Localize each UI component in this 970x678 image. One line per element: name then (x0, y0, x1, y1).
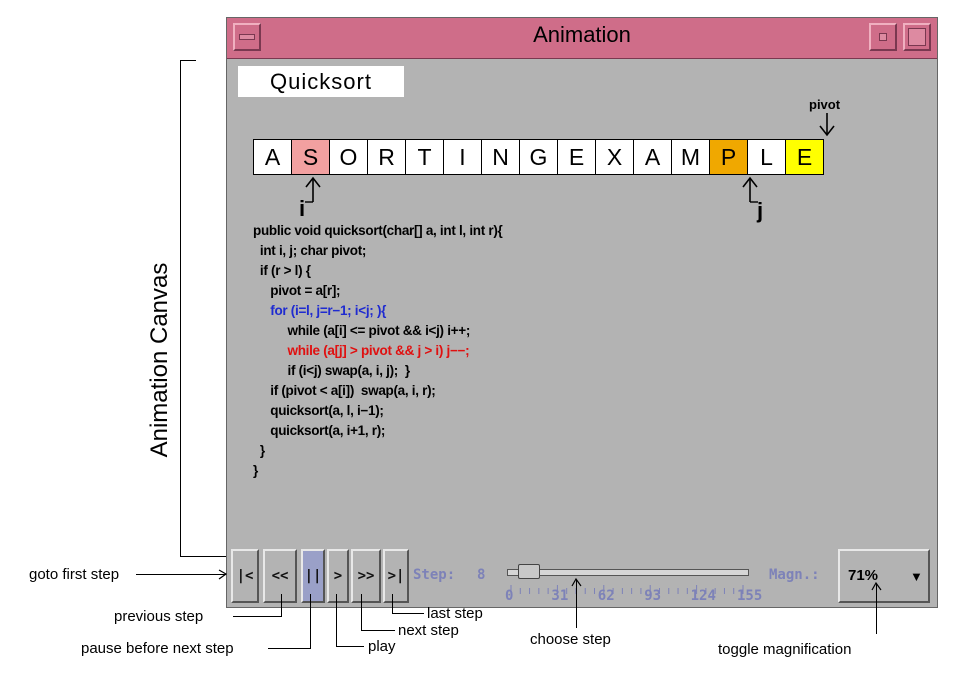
annotation-first-line (136, 574, 226, 575)
arrow-up-icon (871, 582, 882, 591)
annotation-play-line (336, 646, 364, 647)
annotation-last-line (392, 613, 424, 614)
annotation-magnification: toggle magnification (718, 641, 852, 658)
control-panel: |< << || > >> >| Step: 8 0 31 62 93 124 155 M… (231, 549, 931, 604)
step-label: Step: (413, 567, 456, 583)
array-cell-pivot: E (785, 139, 824, 175)
algorithm-label: Quicksort (238, 66, 404, 97)
arrow-right-icon (218, 569, 228, 580)
pause-button[interactable]: || (301, 549, 325, 603)
magnification-dropdown[interactable]: 71% ▼ (838, 549, 930, 603)
window-title: Animation (533, 22, 631, 47)
animation-window: Animation Quicksort A S O R T I N G E X … (226, 17, 938, 608)
annotation-choose-riser (576, 580, 577, 628)
annotation-magn-riser (876, 584, 877, 634)
annotation-last-step: last step (427, 605, 483, 622)
slider-tick-label: 124 (690, 588, 716, 604)
array-view: A S O R T I N G E X A M P L E (253, 139, 824, 175)
play-button[interactable]: > (327, 549, 349, 603)
slider-track[interactable] (507, 569, 749, 576)
annotation-choose-step: choose step (530, 631, 611, 648)
array-cell: N (481, 139, 520, 175)
array-cell-i: S (291, 139, 330, 175)
previous-step-button[interactable]: << (263, 549, 297, 603)
code-line: if (pivot < a[i]) swap(a, i, r); (253, 383, 436, 398)
slider-tick-label: 0 (505, 588, 514, 604)
i-pointer-label: i (299, 196, 306, 221)
code-line: if (r > l) { (253, 263, 311, 278)
annotation-play: play (368, 638, 396, 655)
menu-bar-icon (239, 34, 255, 40)
slider-ticks (510, 585, 744, 594)
canvas-bracket-top (180, 60, 196, 61)
annotation-next-line (361, 630, 395, 631)
slider-thumb[interactable] (518, 564, 541, 579)
pivot-arrow-icon (819, 113, 835, 137)
array-cell: M (671, 139, 710, 175)
minimize-icon (879, 33, 887, 41)
animation-canvas-label: Animation Canvas (146, 262, 173, 458)
code-line: quicksort(a, i+1, r); (253, 423, 386, 438)
annotation-next-step: next step (398, 622, 459, 639)
code-line: while (a[i] <= pivot && i<j) i++; (253, 323, 471, 338)
annotation-prev-riser (281, 594, 282, 617)
array-cell: O (329, 139, 368, 175)
slider-tick-label: 31 (551, 588, 569, 604)
slider-tick-label: 155 (737, 588, 763, 604)
annotation-pause-riser (310, 594, 311, 649)
magnification-value: 71% (848, 567, 879, 584)
annotation-first-step: goto first step (29, 566, 120, 583)
title-bar[interactable]: Animation (227, 18, 937, 59)
array-cell: G (519, 139, 558, 175)
code-listing: public void quicksort(char[] a, int l, i… (253, 221, 503, 481)
code-line: } (253, 463, 258, 478)
code-line: pivot = a[r]; (253, 283, 341, 298)
code-line: quicksort(a, l, i−1); (253, 403, 384, 418)
array-cell-j: P (709, 139, 748, 175)
array-cell: R (367, 139, 406, 175)
array-cell: A (253, 139, 292, 175)
magnification-label: Magn.: (769, 567, 820, 583)
step-value: 8 (477, 567, 486, 583)
annotation-previous-step: previous step (114, 608, 204, 625)
arrow-up-icon (571, 578, 582, 587)
pivot-label: pivot (809, 97, 841, 112)
array-cell: E (557, 139, 596, 175)
slider-tick-label: 93 (644, 588, 662, 604)
j-pointer-arrow-icon (742, 176, 758, 203)
code-line: public void quicksort(char[] a, int l, i… (253, 223, 503, 238)
next-step-button[interactable]: >> (351, 549, 381, 603)
maximize-icon (908, 28, 926, 46)
canvas-bracket-bottom (180, 556, 226, 557)
annotation-pause: pause before next step (81, 640, 234, 657)
annotation-pause-line (268, 648, 310, 649)
array-cell: I (443, 139, 482, 175)
j-pointer-label: j (757, 198, 764, 223)
code-line: while (a[j] > pivot && j > i) j−−; (253, 343, 470, 358)
code-line: for (i=l, j=r−1; i<j; ){ (253, 303, 387, 318)
maximize-button[interactable] (903, 23, 931, 51)
i-pointer-arrow-icon (305, 176, 321, 203)
annotation-next-riser (361, 594, 362, 631)
code-line: } (253, 443, 265, 458)
chevron-down-icon: ▼ (910, 569, 923, 584)
array-cell: L (747, 139, 786, 175)
annotation-prev-line (233, 616, 281, 617)
annotation-last-riser (392, 594, 393, 614)
slider-tick-label: 62 (597, 588, 615, 604)
first-step-button[interactable]: |< (231, 549, 259, 603)
last-step-button[interactable]: >| (383, 549, 409, 603)
canvas-bracket-line (180, 60, 181, 557)
array-cell: T (405, 139, 444, 175)
step-slider[interactable]: 0 31 62 93 124 155 (503, 549, 762, 604)
minimize-button[interactable] (869, 23, 897, 51)
window-menu-button[interactable] (233, 23, 261, 51)
array-cell: A (633, 139, 672, 175)
array-cell: X (595, 139, 634, 175)
code-line: if (i<j) swap(a, i, j); } (253, 363, 411, 378)
annotation-play-riser (336, 594, 337, 647)
code-line: int i, j; char pivot; (253, 243, 367, 258)
